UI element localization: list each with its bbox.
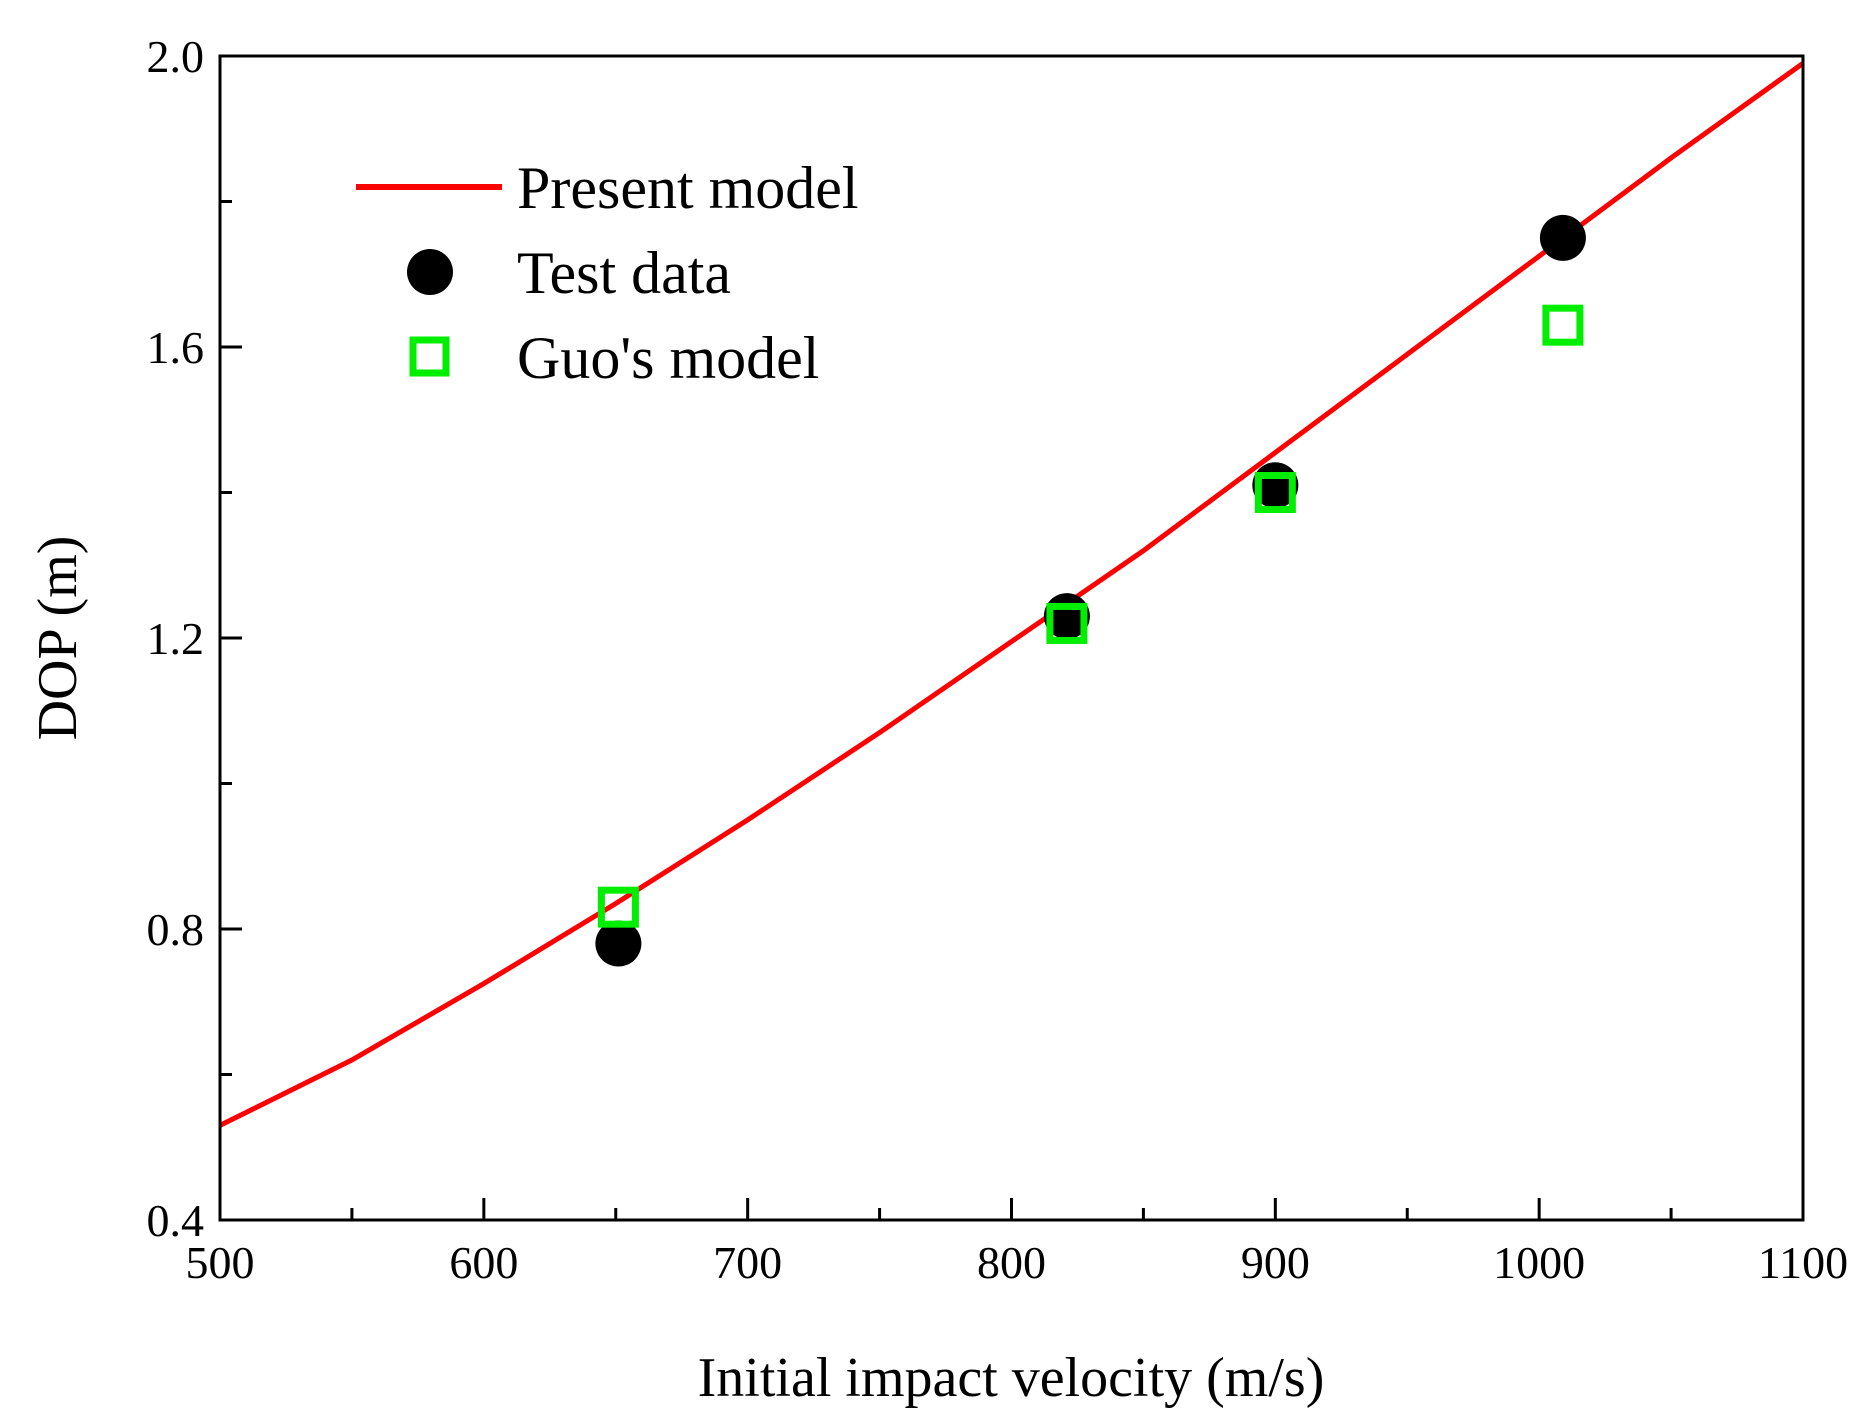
x-tick-label: 900 bbox=[1241, 1237, 1310, 1288]
test-data-point bbox=[1539, 214, 1586, 261]
legend-test-data-label: Test data bbox=[517, 240, 731, 306]
y-tick-label: 1.2 bbox=[147, 613, 205, 664]
guo-model-point bbox=[1254, 472, 1296, 513]
x-axis-ticks: 500 600 700 800 900 1000 1100 bbox=[186, 1198, 1848, 1288]
y-tick-label: 0.4 bbox=[147, 1195, 205, 1246]
legend-guo-model-swatch bbox=[409, 336, 450, 377]
y-axis-ticks: 0.4 0.8 1.2 1.6 2.0 bbox=[147, 31, 242, 1246]
legend-test-data-swatch bbox=[407, 249, 453, 295]
x-axis-title: Initial impact velocity (m/s) bbox=[698, 1347, 1325, 1409]
legend-guo-model-label: Guo's model bbox=[517, 325, 819, 391]
present-model-line bbox=[218, 61, 1805, 1128]
guo-model-point bbox=[597, 886, 639, 928]
y-tick-label: 0.8 bbox=[147, 904, 205, 955]
x-tick-label: 1000 bbox=[1493, 1237, 1585, 1288]
guo-model-markers bbox=[597, 304, 1584, 928]
legend: Present model Test data Guo's model bbox=[356, 155, 859, 391]
guo-model-point bbox=[1046, 602, 1088, 644]
x-tick-label: 800 bbox=[977, 1237, 1046, 1288]
guo-model-point bbox=[1542, 304, 1584, 346]
x-tick-label: 500 bbox=[186, 1237, 255, 1288]
x-tick-label: 700 bbox=[713, 1237, 782, 1288]
y-axis-title: DOP (m) bbox=[27, 536, 89, 741]
present-model-line-group bbox=[218, 61, 1805, 1128]
test-data-point bbox=[595, 920, 642, 967]
legend-present-model-label: Present model bbox=[517, 155, 859, 221]
y-tick-label: 2.0 bbox=[147, 31, 205, 82]
x-tick-label: 1100 bbox=[1758, 1237, 1848, 1288]
y-tick-label: 1.6 bbox=[147, 322, 205, 373]
x-tick-label: 600 bbox=[449, 1237, 518, 1288]
